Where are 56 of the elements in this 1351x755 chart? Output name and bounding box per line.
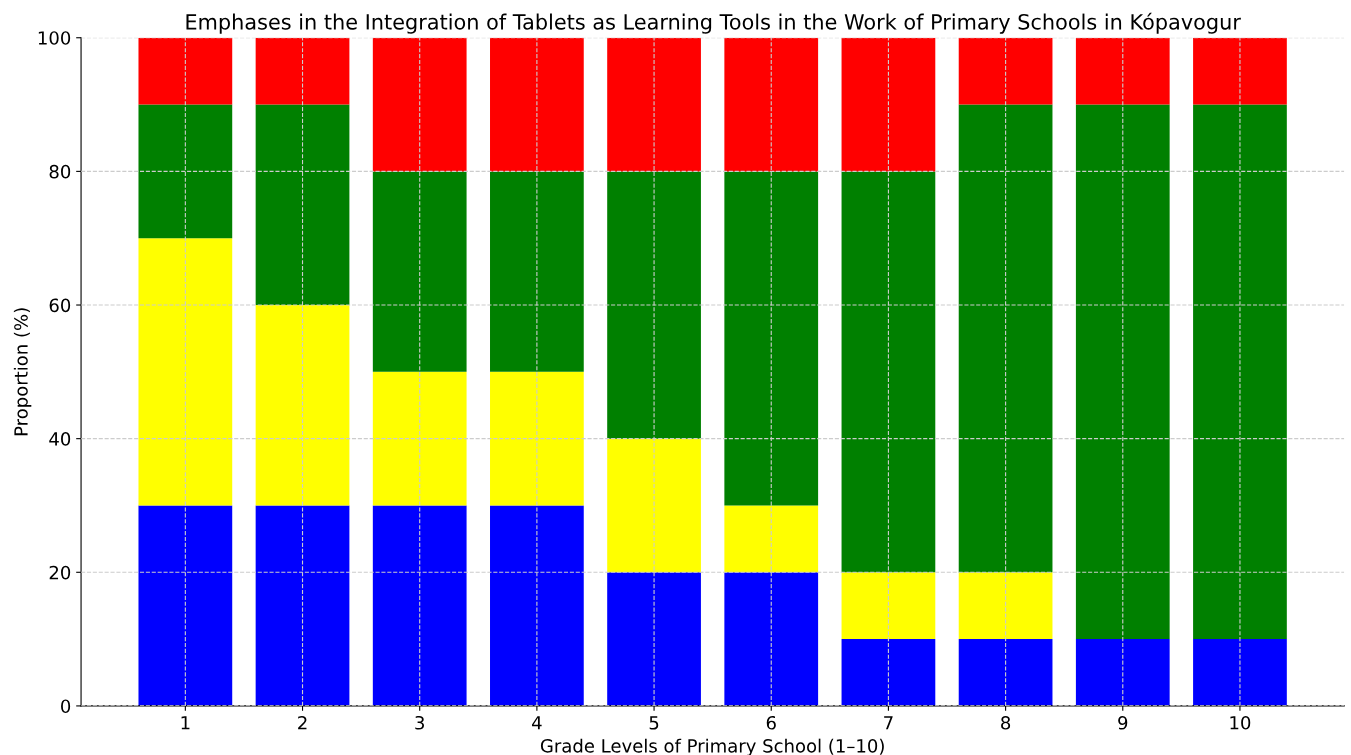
- y-tick-label: 60: [49, 298, 71, 313]
- bar: [607, 438, 701, 573]
- bar: [138, 104, 233, 239]
- x-tick-label: 1: [181, 716, 190, 730]
- x-tick-label: 6: [766, 715, 776, 730]
- bar: [724, 572, 819, 706]
- bar: [1075, 37, 1170, 105]
- bar: [490, 171, 584, 372]
- bar: [138, 505, 233, 706]
- x-tick-label: 10: [1230, 715, 1251, 730]
- bar: [1193, 37, 1287, 105]
- bar: [841, 639, 936, 706]
- bar: [490, 371, 584, 506]
- y-tick-label: 40: [49, 432, 71, 446]
- bar: [138, 37, 233, 105]
- bar: [138, 238, 233, 506]
- y-tick-label: 100: [38, 31, 71, 45]
- bar: [841, 572, 936, 640]
- bar: [724, 171, 819, 506]
- x-tick-label: 9: [1118, 715, 1128, 730]
- bar: [1193, 639, 1287, 706]
- bar: [255, 37, 350, 105]
- bar: [372, 171, 467, 372]
- bar: [1075, 104, 1170, 640]
- x-tick-label: 4: [532, 716, 542, 730]
- bar: [372, 505, 467, 706]
- bar: [958, 572, 1053, 640]
- bar: [958, 104, 1053, 573]
- y-tick-label: 80: [49, 164, 71, 179]
- bar: [255, 505, 350, 706]
- bar: [958, 639, 1053, 706]
- bar: [724, 505, 819, 573]
- bar: [490, 505, 584, 706]
- bar: [724, 37, 819, 172]
- bar: [607, 171, 701, 439]
- bar: [372, 37, 467, 172]
- chart-title: Emphases in the Integration of Tablets as Learning Tools in the Work of Primary Schools in Kópavogur: [186, 12, 1241, 34]
- y-tick-label: 20: [49, 565, 71, 580]
- bar: [255, 305, 350, 506]
- x-tick-label: 8: [1001, 715, 1011, 730]
- bar: [607, 572, 701, 706]
- bar: [1075, 639, 1170, 706]
- bar: [490, 37, 584, 172]
- y-tick-label: 0: [61, 699, 71, 714]
- bar: [958, 37, 1053, 105]
- x-tick-label: 3: [415, 715, 424, 730]
- bar: [372, 371, 467, 506]
- bar: [607, 37, 701, 172]
- x-tick-label: 5: [649, 716, 659, 730]
- x-tick-label: 7: [884, 716, 893, 730]
- bar: [841, 171, 936, 573]
- y-axis-title: Proportion (%): [13, 308, 32, 436]
- bar: [255, 104, 350, 306]
- bar: [1193, 104, 1287, 640]
- x-tick-label: 2: [298, 715, 307, 730]
- bar: [841, 37, 936, 172]
